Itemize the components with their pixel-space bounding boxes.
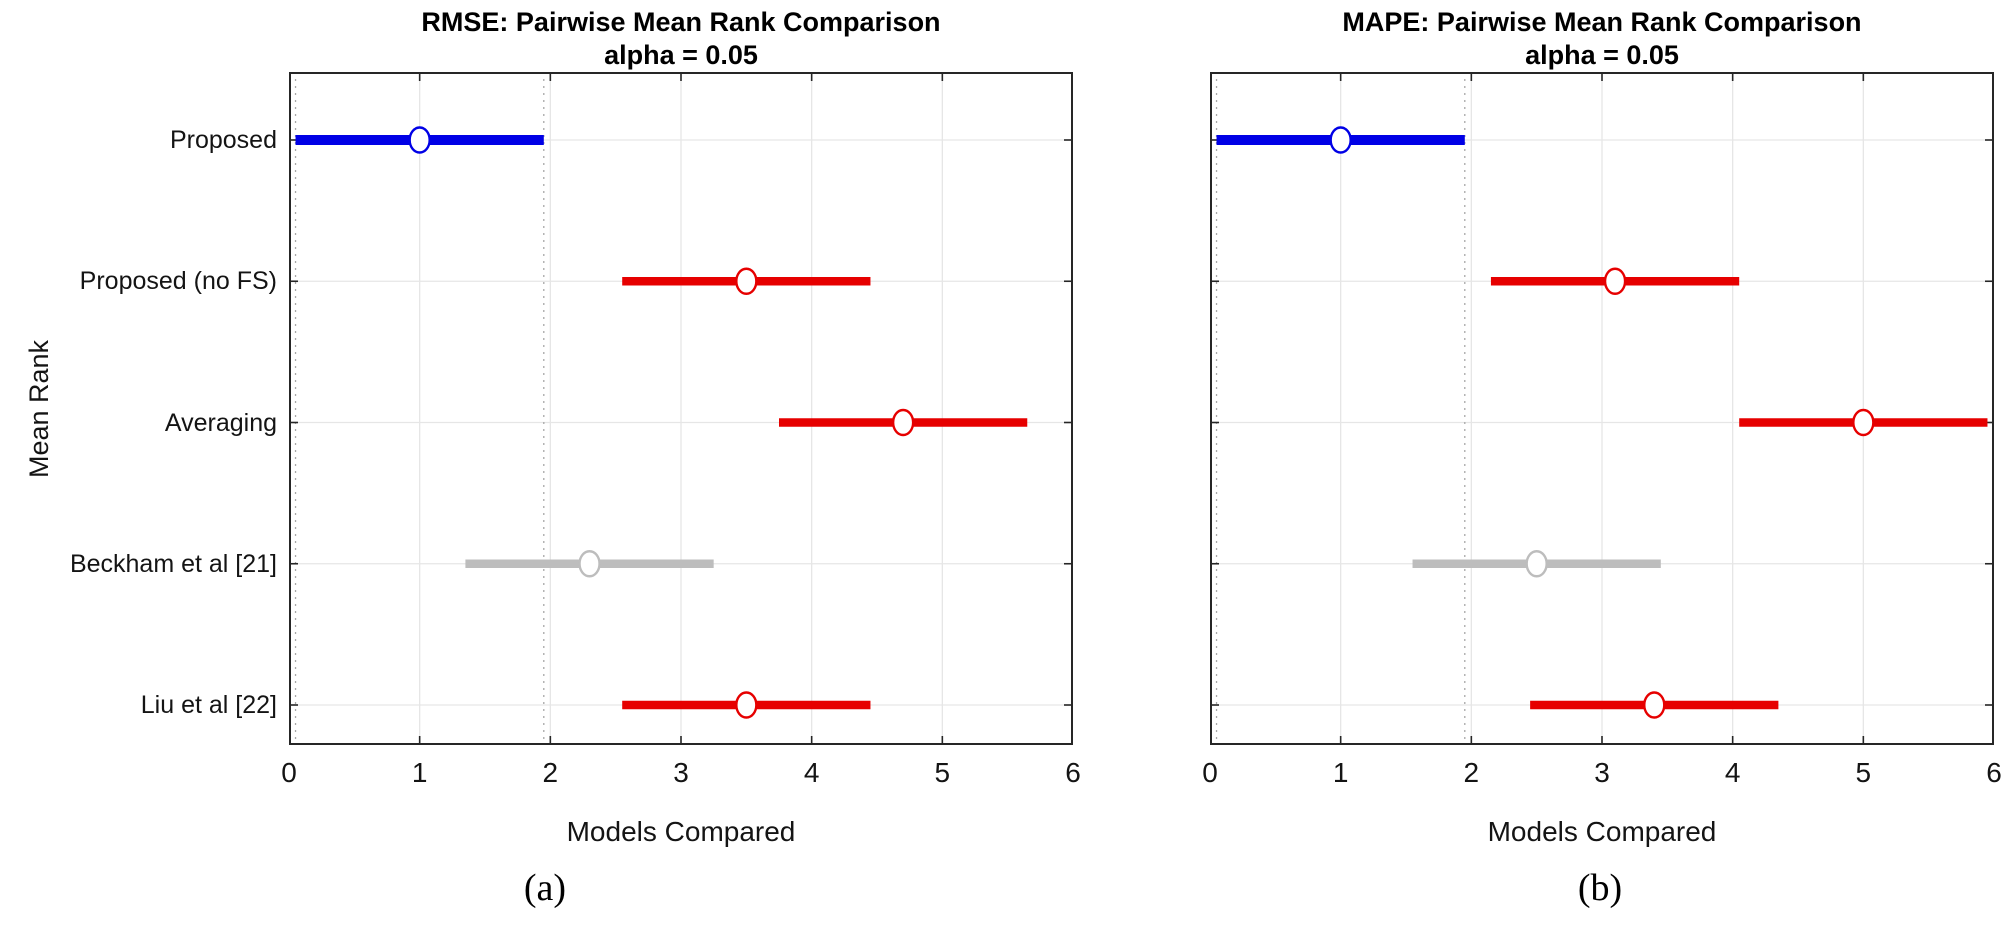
x-tick-label: 4 [803,757,820,788]
y-category-label: Beckham et al [21] [69,549,277,578]
chart-title: MAPE: Pairwise Mean Rank Comparison [1342,7,1862,37]
y-category-label: Liu et al [22] [140,691,277,719]
mean-rank-marker [1852,408,1875,437]
chart-svg [1209,72,1995,745]
plot-area-mape [1209,72,1995,745]
mean-rank-marker [1329,126,1352,154]
x-tick-label: 3 [1594,757,1610,788]
y-category-label: Proposed (no FS) [79,267,277,296]
x-tick-label: 3 [673,757,689,788]
x-tick-label: 2 [542,757,559,788]
x-tick-label: 4 [1724,757,1741,788]
mean-rank-marker [1603,267,1627,295]
mean-rank-marker [578,550,601,578]
mean-rank-marker [1643,691,1666,719]
subfigure-caption-a: (a) [523,867,567,909]
axes-box [1210,72,1994,745]
mean-rank-marker [735,267,758,295]
mean-rank-marker [891,408,915,437]
x-tick-label: 1 [1332,757,1349,788]
subfigure-caption-b: (b) [1577,867,1623,909]
y-category-label: Proposed [169,126,277,154]
chart-subtitle: alpha = 0.05 [604,40,758,70]
x-tick-label: 1 [411,757,428,788]
mean-rank-marker [735,691,758,719]
x-tick-label: 0 [281,757,297,788]
y-category-label: Averaging [164,408,277,437]
mean-rank-marker [408,126,431,154]
axes-box [289,72,1073,745]
x-tick-label: 5 [934,757,951,788]
chart-title-block: MAPE: Pairwise Mean Rank Comparison alph… [1210,6,1994,72]
x-tick-label: 6 [1065,757,1081,788]
chart-svg [288,72,1074,745]
x-tick-label: 0 [1202,757,1218,788]
x-tick-label: 6 [1986,757,2002,788]
plot-area-rmse [288,72,1074,745]
x-tick-label: 5 [1855,757,1872,788]
x-tick-label: 2 [1463,757,1480,788]
chart-title: RMSE: Pairwise Mean Rank Comparison [421,7,941,37]
chart-title-block: RMSE: Pairwise Mean Rank Comparison alph… [289,6,1073,72]
chart-subtitle: alpha = 0.05 [1525,40,1679,70]
x-axis-title: Models Compared [566,816,796,847]
mean-rank-marker [1525,550,1548,578]
x-axis-title: Models Compared [1487,816,1717,847]
